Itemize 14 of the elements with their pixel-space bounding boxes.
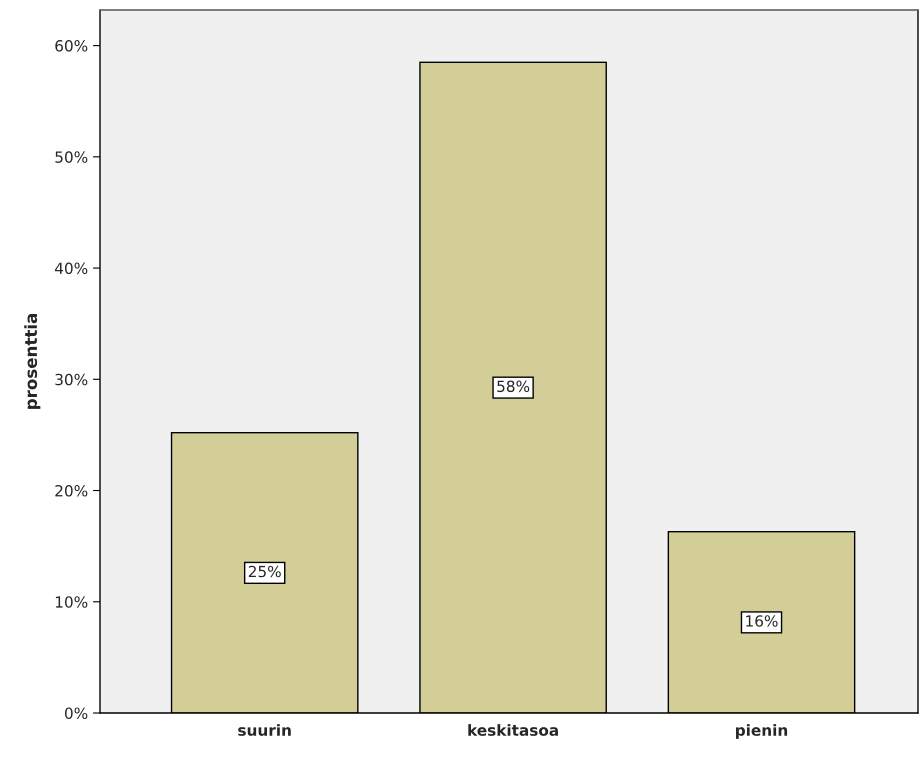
y-tick-label: 50%	[55, 151, 88, 163]
y-tick-label: 10%	[56, 596, 88, 608]
y-tick-label: 0%	[64, 707, 88, 720]
x-tick-label: keskitasoa	[468, 724, 558, 736]
y-tick-label: 30%	[55, 374, 88, 386]
y-axis-title: prosenttia	[24, 314, 40, 409]
data-label: 16%	[746, 615, 778, 627]
y-tick-label: 20%	[55, 484, 88, 497]
y-tick-label: 40%	[54, 262, 88, 274]
data-label: 58%	[497, 380, 530, 392]
y-tick-label: 60%	[55, 40, 88, 52]
x-tick-label: suurin	[238, 724, 291, 736]
data-label: 25%	[248, 566, 281, 578]
x-tick-label: pienin	[736, 724, 788, 739]
